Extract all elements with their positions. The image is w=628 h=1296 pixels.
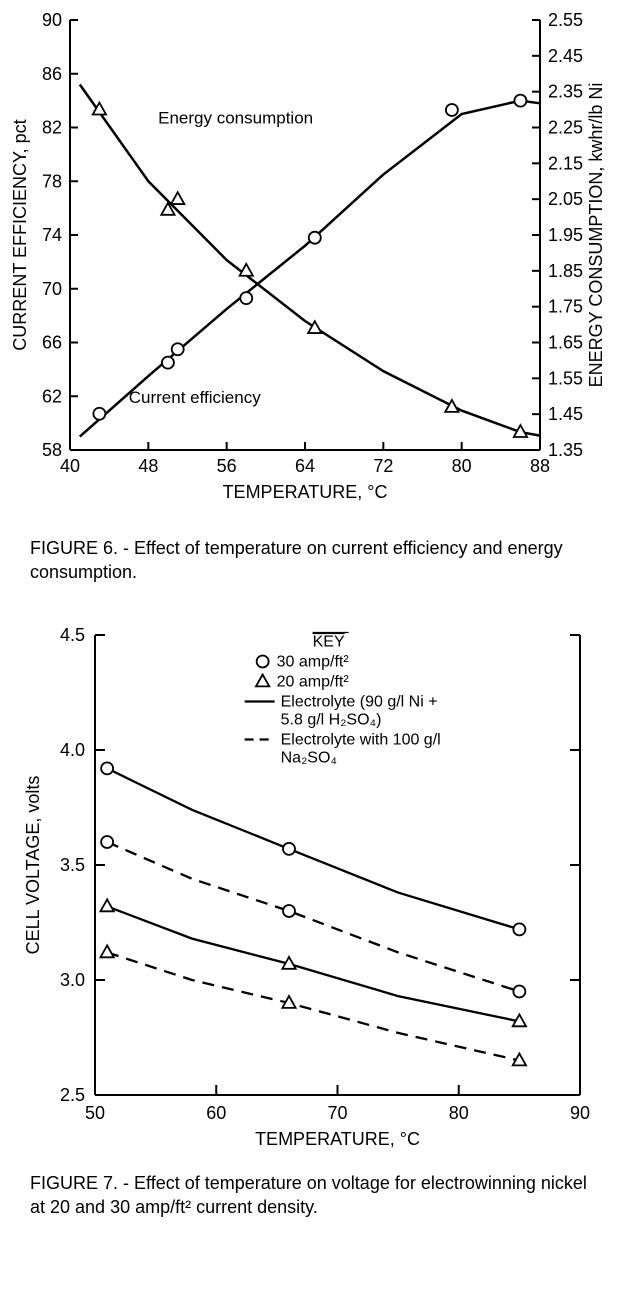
figure-7: 50 60 70 80 90 TEMPERATURE, °C 2.5 3.0 3.5 4.0 4.5… [0,625,628,1230]
svg-text:1.85: 1.85 [548,261,583,281]
svg-text:4.5: 4.5 [60,625,85,645]
svg-text:88: 88 [530,456,550,476]
figure-7-caption-label: FIGURE 7. - [30,1173,134,1193]
series-current-efficiency-line [80,101,540,437]
svg-text:KEY: KEY [313,633,345,650]
svg-text:Electrolyte (90 g/l Ni +: Electrolyte (90 g/l Ni + [281,693,438,710]
svg-text:1.35: 1.35 [548,440,583,460]
svg-text:1.65: 1.65 [548,333,583,353]
figure-7-svg: 50 60 70 80 90 TEMPERATURE, °C 2.5 3.0 3.5 4.0 4.5… [0,625,628,1165]
svg-text:3.5: 3.5 [60,855,85,875]
figure-7-legend: KEY 30 amp/ft² 20 amp/ft² Electrolyte (90 g… [245,632,441,766]
svg-text:78: 78 [42,171,62,191]
svg-text:Electrolyte with 100 g/l: Electrolyte with 100 g/l [281,731,441,748]
svg-text:4.0: 4.0 [60,740,85,760]
svg-text:1.55: 1.55 [548,368,583,388]
svg-text:2.15: 2.15 [548,153,583,173]
svg-text:86: 86 [42,64,62,84]
svg-text:62: 62 [42,386,62,406]
svg-text:56: 56 [217,456,237,476]
svg-text:58: 58 [42,440,62,460]
svg-text:40: 40 [60,456,80,476]
figure-6-caption: FIGURE 6. - Effect of temperature on cur… [0,530,628,595]
svg-text:64: 64 [295,456,315,476]
series-30amp-solid [107,768,519,929]
figure-7-caption: FIGURE 7. - Effect of temperature on vol… [0,1165,628,1230]
svg-text:2.45: 2.45 [548,46,583,66]
svg-text:30 amp/ft²: 30 amp/ft² [277,653,350,670]
figure-7-plot: 50 60 70 80 90 TEMPERATURE, °C 2.5 3.0 3.5 4.0 4.5… [23,625,590,1149]
label-energy-consumption: Energy consumption [158,108,313,127]
svg-text:2.05: 2.05 [548,189,583,209]
svg-text:70: 70 [42,279,62,299]
svg-text:90: 90 [42,10,62,30]
svg-text:82: 82 [42,118,62,138]
figure-6: 40 48 56 64 72 80 88 TEMPERATURE, °C 58 62 66 70 74 7… [0,10,628,595]
figure-6-plot: 40 48 56 64 72 80 88 TEMPERATURE, °C 58 62 66 70 74 7… [10,10,606,502]
svg-text:80: 80 [449,1103,469,1123]
series-20amp-dashed [107,952,519,1060]
figure-6-svg: 40 48 56 64 72 80 88 TEMPERATURE, °C 58 62 66 70 74 7… [0,10,628,530]
series-30amp-dashed [107,842,519,992]
svg-text:3.0: 3.0 [60,970,85,990]
svg-text:74: 74 [42,225,62,245]
svg-text:2.5: 2.5 [60,1085,85,1105]
svg-text:20 amp/ft²: 20 amp/ft² [277,673,350,690]
fig6-x-label: TEMPERATURE, °C [223,482,388,502]
svg-text:2.25: 2.25 [548,118,583,138]
series-energy-consumption-line [80,85,540,436]
svg-text:1.95: 1.95 [548,225,583,245]
fig7-y-label: CELL VOLTAGE, volts [23,775,43,954]
svg-text:48: 48 [138,456,158,476]
svg-text:2.55: 2.55 [548,10,583,30]
fig6-yright-label: ENERGY CONSUMPTION, kwhr/lb Ni [586,83,606,388]
svg-text:70: 70 [327,1103,347,1123]
svg-text:2.35: 2.35 [548,82,583,102]
svg-text:60: 60 [206,1103,226,1123]
series-20amp-solid [107,906,519,1021]
svg-text:5.8 g/l H₂SO₄): 5.8 g/l H₂SO₄) [281,711,382,728]
svg-text:80: 80 [452,456,472,476]
svg-text:66: 66 [42,333,62,353]
svg-text:1.75: 1.75 [548,297,583,317]
svg-text:Na₂SO₄: Na₂SO₄ [281,749,337,766]
fig6-yleft-label: CURRENT EFFICIENCY, pct [10,119,30,350]
figure-6-caption-label: FIGURE 6. - [30,538,134,558]
svg-text:1.45: 1.45 [548,404,583,424]
svg-text:72: 72 [373,456,393,476]
fig7-x-label: TEMPERATURE, °C [255,1129,420,1149]
svg-text:50: 50 [85,1103,105,1123]
label-current-efficiency: Current efficiency [129,388,261,407]
svg-text:90: 90 [570,1103,590,1123]
